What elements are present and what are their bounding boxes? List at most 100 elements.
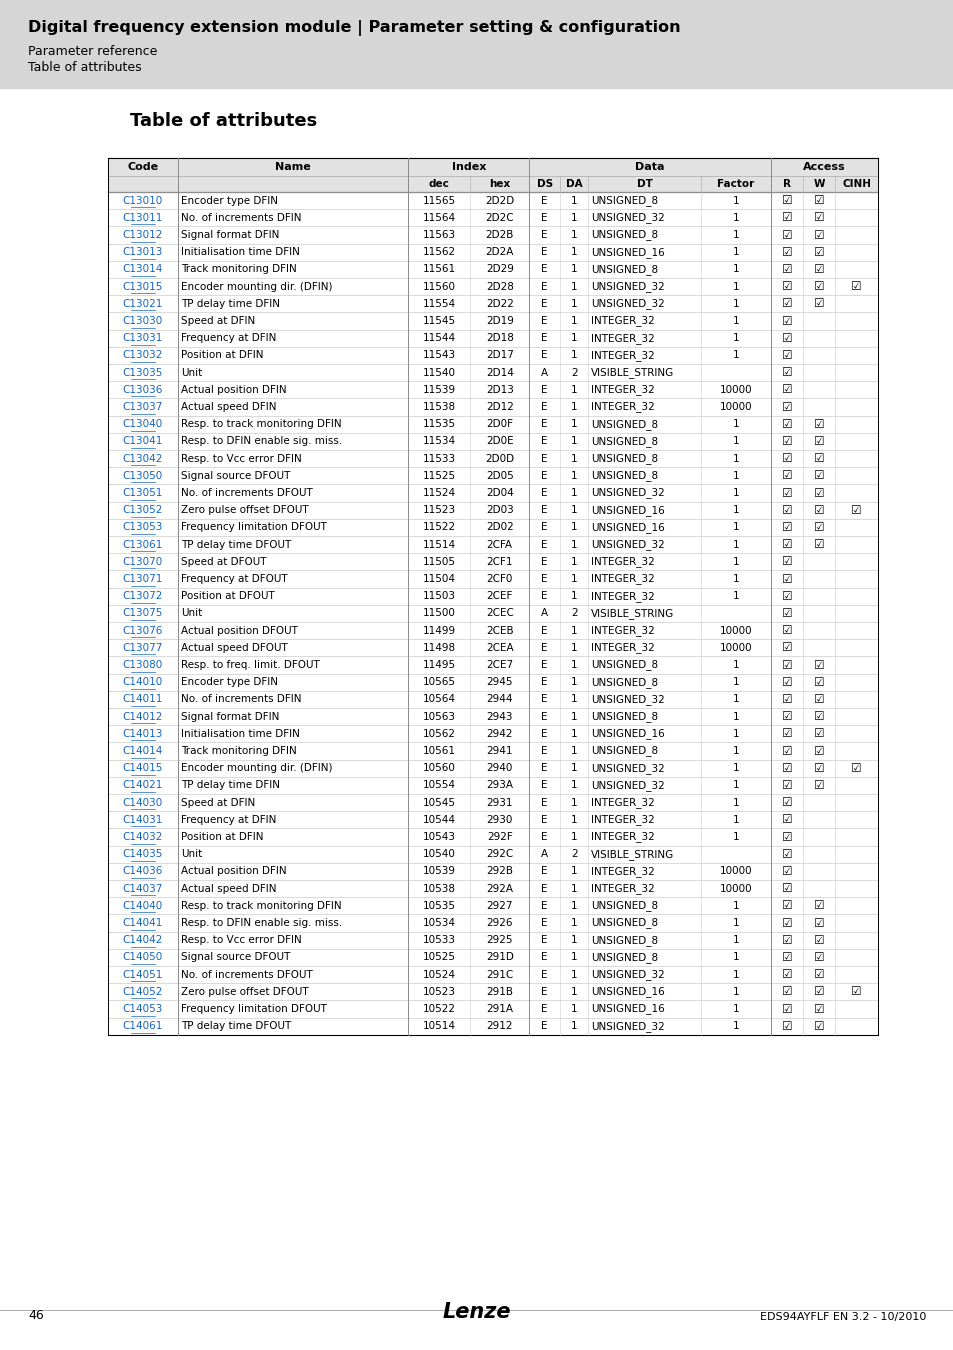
Text: Actual speed DFIN: Actual speed DFIN: [180, 402, 276, 412]
Text: 10000: 10000: [719, 643, 751, 653]
Text: ☑: ☑: [813, 1003, 823, 1015]
Text: ☑: ☑: [781, 950, 791, 964]
Text: 1: 1: [570, 471, 577, 481]
Text: 1: 1: [732, 780, 739, 790]
Text: Digital frequency extension module | Parameter setting & configuration: Digital frequency extension module | Par…: [28, 20, 679, 36]
Text: 1: 1: [570, 213, 577, 223]
Text: 2D0F: 2D0F: [486, 420, 513, 429]
Text: ☑: ☑: [813, 710, 823, 724]
Text: Table of attributes: Table of attributes: [130, 112, 317, 130]
Text: 2: 2: [570, 609, 577, 618]
Text: ☑: ☑: [781, 212, 791, 224]
Text: 11563: 11563: [422, 230, 456, 240]
Text: C13035: C13035: [123, 367, 163, 378]
Text: 1: 1: [732, 711, 739, 722]
Text: Resp. to freq. limit. DFOUT: Resp. to freq. limit. DFOUT: [180, 660, 319, 670]
Text: E: E: [541, 265, 547, 274]
Text: Signal format DFIN: Signal format DFIN: [180, 711, 279, 722]
Text: 2D19: 2D19: [485, 316, 513, 325]
Text: 10565: 10565: [422, 678, 456, 687]
Text: Position at DFOUT: Position at DFOUT: [180, 591, 274, 601]
Text: 10000: 10000: [719, 884, 751, 894]
Text: 1: 1: [732, 505, 739, 516]
Text: INTEGER_32: INTEGER_32: [591, 832, 655, 842]
Text: 10524: 10524: [422, 969, 456, 980]
Text: ☑: ☑: [781, 968, 791, 981]
Text: E: E: [541, 660, 547, 670]
Text: E: E: [541, 591, 547, 601]
Text: ☑: ☑: [781, 572, 791, 586]
Text: UNSIGNED_16: UNSIGNED_16: [591, 987, 664, 998]
Text: 10560: 10560: [422, 763, 456, 774]
Text: Signal source DFOUT: Signal source DFOUT: [180, 952, 290, 963]
Text: Resp. to Vcc error DFIN: Resp. to Vcc error DFIN: [180, 936, 301, 945]
Text: 1: 1: [732, 333, 739, 343]
Text: E: E: [541, 884, 547, 894]
Text: VISIBLE_STRING: VISIBLE_STRING: [591, 608, 674, 618]
Text: 292F: 292F: [486, 832, 512, 842]
Text: UNSIGNED_8: UNSIGNED_8: [591, 660, 658, 671]
Text: ☑: ☑: [781, 315, 791, 328]
Text: C13053: C13053: [123, 522, 163, 532]
Text: Encoder mounting dir. (DFIN): Encoder mounting dir. (DFIN): [180, 763, 332, 774]
Text: 1: 1: [732, 969, 739, 980]
Text: Unit: Unit: [180, 609, 202, 618]
Text: 2D18: 2D18: [485, 333, 513, 343]
Text: 2926: 2926: [486, 918, 513, 927]
Text: C13037: C13037: [123, 402, 163, 412]
Text: A: A: [540, 849, 548, 859]
Text: E: E: [541, 711, 547, 722]
Text: ☑: ☑: [813, 228, 823, 242]
Text: 1: 1: [570, 420, 577, 429]
Text: E: E: [541, 832, 547, 842]
Text: 10539: 10539: [422, 867, 456, 876]
Text: ☑: ☑: [781, 608, 791, 620]
Text: ☑: ☑: [813, 279, 823, 293]
Text: Parameter reference: Parameter reference: [28, 45, 157, 58]
Text: UNSIGNED_16: UNSIGNED_16: [591, 505, 664, 516]
Text: 2D29: 2D29: [485, 265, 513, 274]
Text: 2D17: 2D17: [485, 351, 513, 360]
Text: C14040: C14040: [123, 900, 163, 911]
Text: 1: 1: [570, 711, 577, 722]
Text: ☑: ☑: [813, 521, 823, 533]
Text: ☑: ☑: [813, 986, 823, 998]
Text: 1: 1: [570, 556, 577, 567]
Text: E: E: [541, 900, 547, 911]
Text: ☑: ☑: [781, 693, 791, 706]
Text: 11495: 11495: [422, 660, 456, 670]
Text: TP delay time DFIN: TP delay time DFIN: [180, 780, 279, 790]
Text: ☑: ☑: [850, 504, 861, 517]
Text: R: R: [782, 180, 790, 189]
Text: 1: 1: [732, 918, 739, 927]
Text: 11540: 11540: [422, 367, 456, 378]
Text: Speed at DFIN: Speed at DFIN: [180, 316, 254, 325]
Text: C14032: C14032: [123, 832, 163, 842]
Text: ☑: ☑: [850, 761, 861, 775]
Text: UNSIGNED_8: UNSIGNED_8: [591, 745, 658, 756]
Text: ☑: ☑: [813, 693, 823, 706]
Text: 11524: 11524: [422, 487, 456, 498]
Text: W: W: [812, 180, 823, 189]
Text: INTEGER_32: INTEGER_32: [591, 814, 655, 825]
Text: C14015: C14015: [123, 763, 163, 774]
Text: Resp. to Vcc error DFIN: Resp. to Vcc error DFIN: [180, 454, 301, 463]
Text: 2: 2: [570, 367, 577, 378]
Text: 2: 2: [570, 849, 577, 859]
Text: 1: 1: [570, 867, 577, 876]
Text: 1: 1: [732, 987, 739, 996]
Text: ☑: ☑: [781, 744, 791, 757]
Text: 1: 1: [732, 763, 739, 774]
Text: 10538: 10538: [422, 884, 456, 894]
Text: ☑: ☑: [781, 348, 791, 362]
Text: C13051: C13051: [123, 487, 163, 498]
Text: 46: 46: [28, 1310, 44, 1322]
Text: UNSIGNED_8: UNSIGNED_8: [591, 418, 658, 429]
Text: 1: 1: [570, 832, 577, 842]
Text: 11533: 11533: [422, 454, 456, 463]
Text: ☑: ☑: [781, 228, 791, 242]
Text: ☑: ☑: [781, 452, 791, 466]
Text: 2CFA: 2CFA: [486, 540, 512, 549]
Text: E: E: [541, 729, 547, 738]
Text: E: E: [541, 471, 547, 481]
